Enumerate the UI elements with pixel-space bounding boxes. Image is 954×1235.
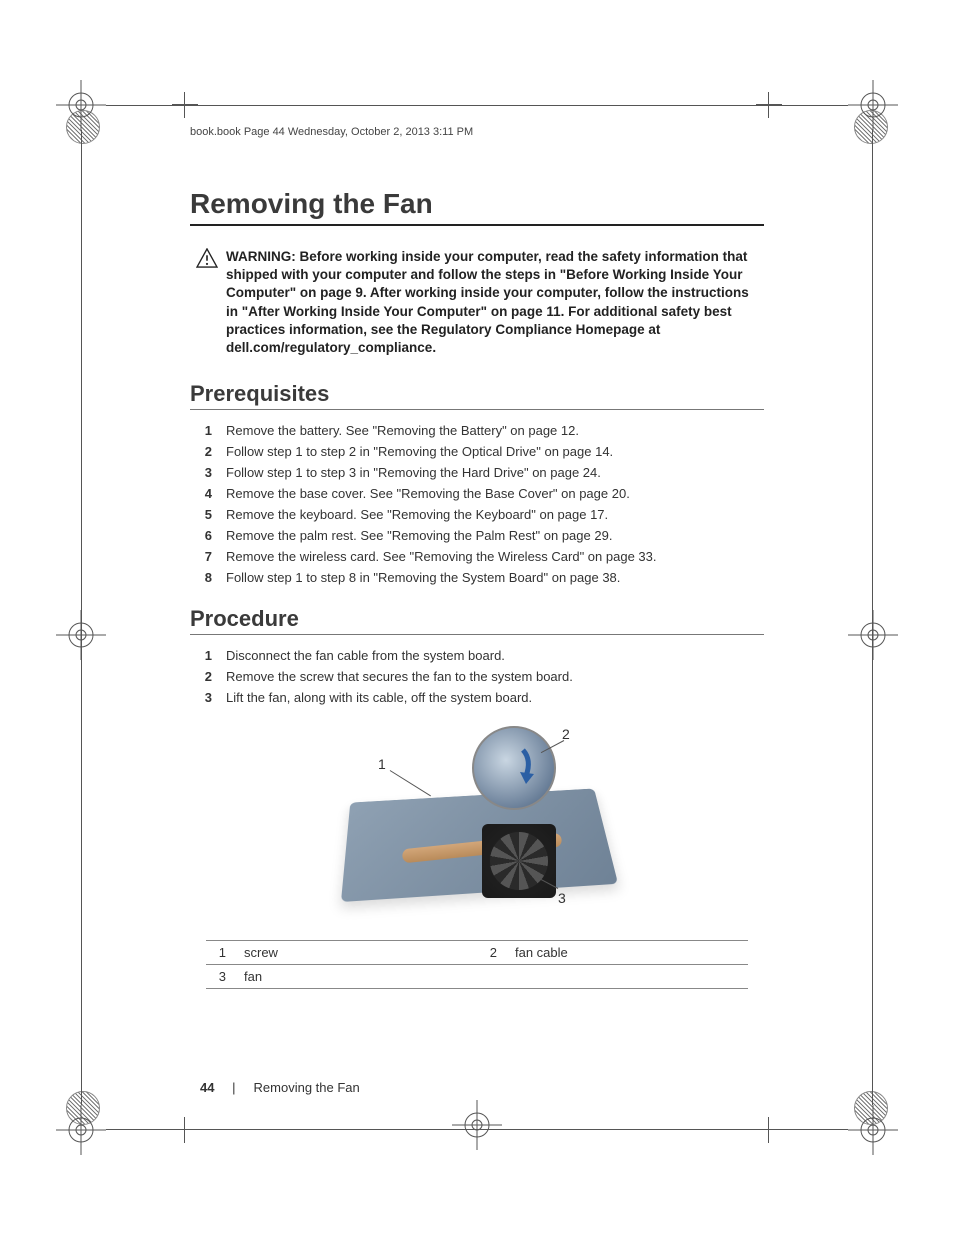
warning-text: WARNING: Before working inside your comp…: [226, 248, 764, 357]
list-item: Follow step 1 to step 3 in "Removing the…: [190, 462, 764, 483]
page-number: 44: [200, 1080, 214, 1095]
list-item: Remove the keyboard. See "Removing the K…: [190, 504, 764, 525]
section-rule: [190, 409, 764, 410]
legend-cell: 2fan cable: [477, 945, 748, 960]
procedure-list: Disconnect the fan cable from the system…: [190, 645, 764, 708]
list-item: Remove the base cover. See "Removing the…: [190, 483, 764, 504]
legend-cell: 3fan: [206, 969, 477, 984]
footer-divider: |: [232, 1080, 235, 1095]
arrow-icon: [508, 748, 538, 793]
list-item: Remove the screw that secures the fan to…: [190, 666, 764, 687]
section-rule: [190, 634, 764, 635]
diagram: 1 2 3: [190, 726, 764, 916]
legend-row: 1screw2fan cable: [206, 940, 748, 964]
page-header-meta: book.book Page 44 Wednesday, October 2, …: [190, 126, 764, 138]
warning-block: WARNING: Before working inside your comp…: [190, 248, 764, 357]
callout-3: 3: [558, 890, 566, 906]
footer-section: Removing the Fan: [254, 1080, 360, 1095]
warning-icon: [196, 248, 218, 273]
list-item: Lift the fan, along with its cable, off …: [190, 687, 764, 708]
list-item: Follow step 1 to step 2 in "Removing the…: [190, 441, 764, 462]
prerequisites-list: Remove the battery. See "Removing the Ba…: [190, 420, 764, 588]
prerequisites-heading: Prerequisites: [190, 381, 764, 407]
page-title: Removing the Fan: [190, 188, 764, 220]
callout-1: 1: [378, 756, 386, 772]
title-rule: [190, 224, 764, 226]
zoom-circle: [472, 726, 556, 810]
list-item: Disconnect the fan cable from the system…: [190, 645, 764, 666]
diagram-legend: 1screw2fan cable3fan: [206, 940, 748, 989]
legend-row: 3fan: [206, 964, 748, 989]
list-item: Remove the palm rest. See "Removing the …: [190, 525, 764, 546]
legend-cell: 1screw: [206, 945, 477, 960]
list-item: Remove the battery. See "Removing the Ba…: [190, 420, 764, 441]
list-item: Remove the wireless card. See "Removing …: [190, 546, 764, 567]
page-footer: 44 | Removing the Fan: [200, 1080, 360, 1095]
procedure-heading: Procedure: [190, 606, 764, 632]
list-item: Follow step 1 to step 8 in "Removing the…: [190, 567, 764, 588]
fan-illustration: [482, 824, 556, 898]
